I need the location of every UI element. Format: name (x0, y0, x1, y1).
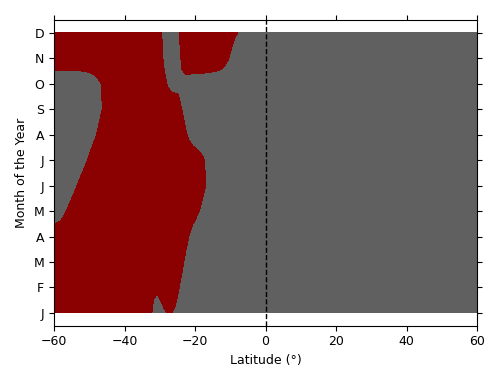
Y-axis label: Month of the Year: Month of the Year (15, 118, 28, 228)
X-axis label: Latitude (°): Latitude (°) (230, 354, 302, 367)
